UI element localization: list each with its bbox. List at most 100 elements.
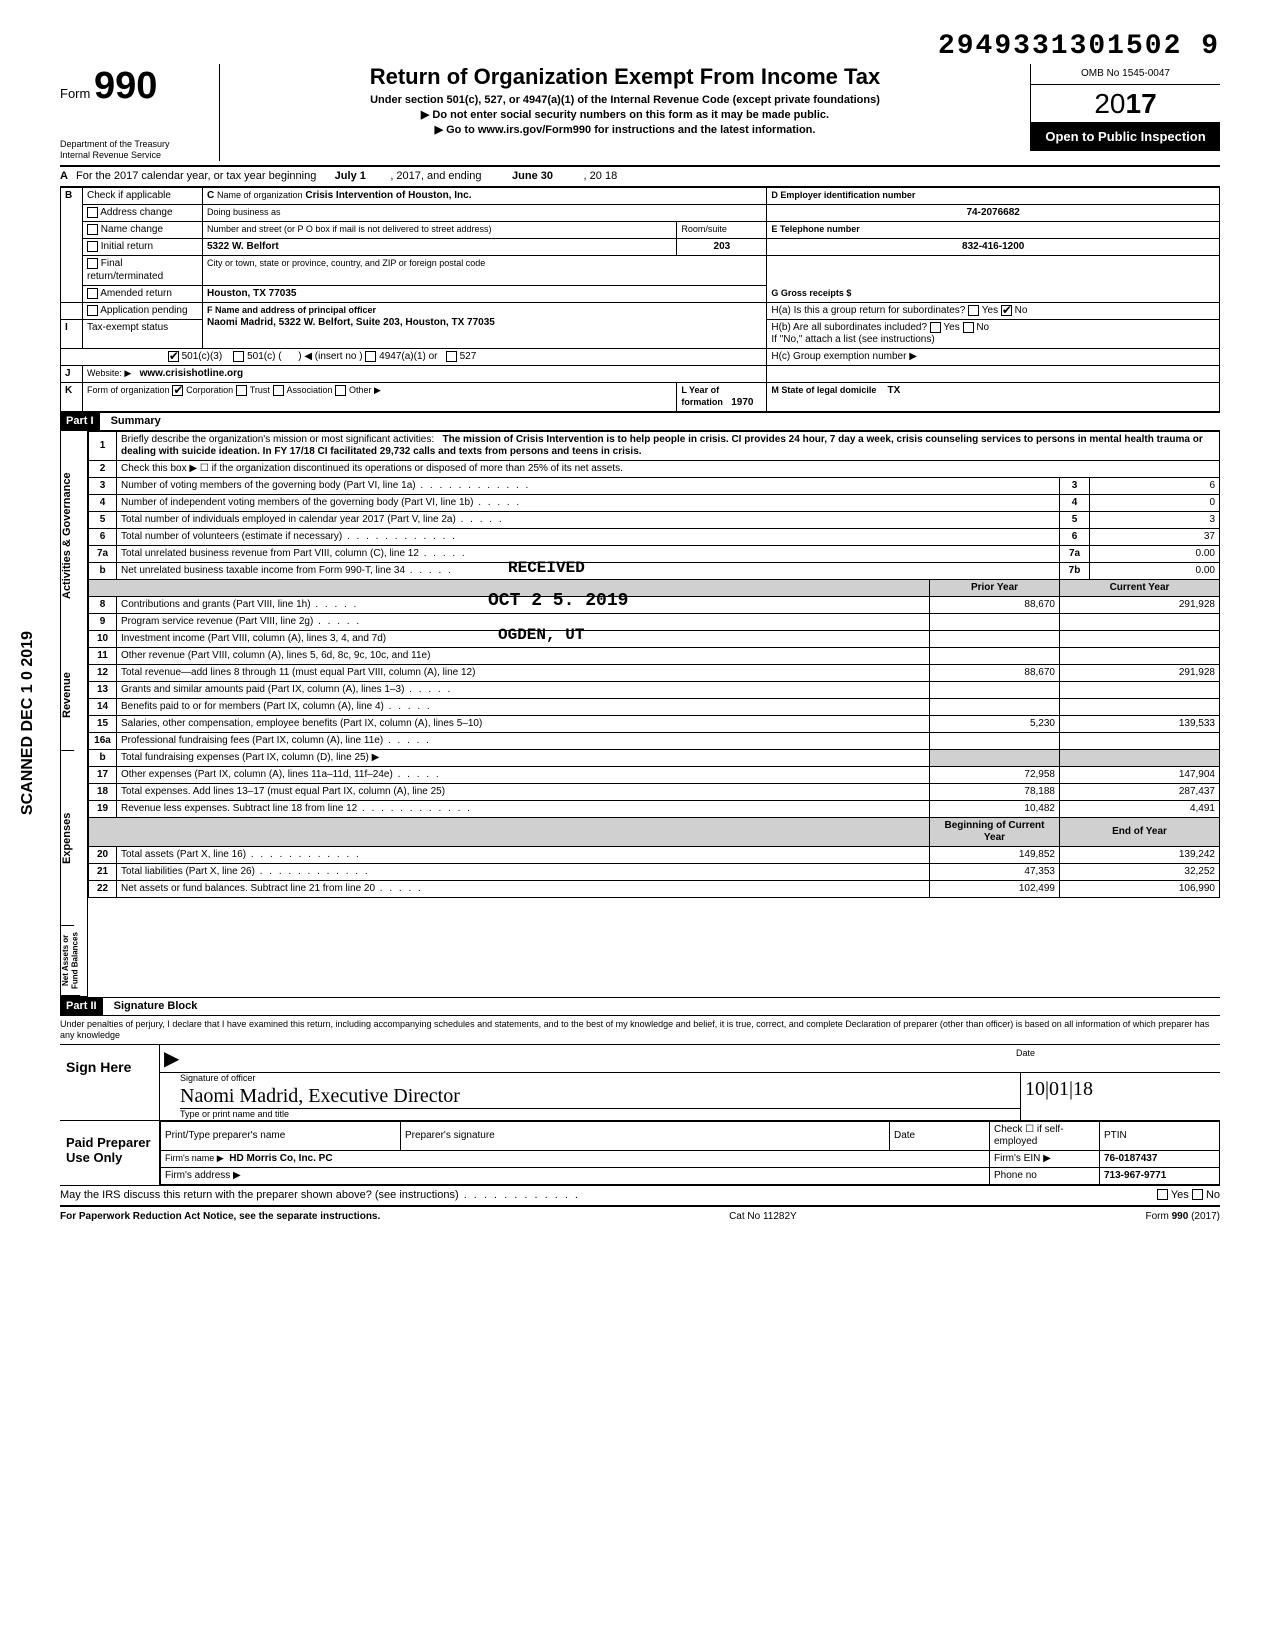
r11-n: 11 (89, 648, 117, 665)
website-value: www.crisishotline.org (140, 368, 244, 379)
firm-ein-value: 76-0187437 (1100, 1150, 1220, 1167)
r21-n: 21 (89, 864, 117, 881)
city-value: Houston, TX 77035 (203, 285, 767, 302)
footer-right: Form 990 (2017) (1146, 1211, 1220, 1223)
r10-cur (1060, 631, 1220, 648)
firm-addr-label: Firm's address ▶ (161, 1167, 990, 1184)
sig-name-label: Type or print name and title (180, 1108, 1020, 1120)
chk-name-change[interactable]: Name change (83, 222, 203, 239)
chk-application-pending[interactable]: Application pending (83, 302, 203, 319)
side-expenses: Expenses (61, 751, 74, 926)
r3-desc: Number of voting members of the governin… (117, 478, 1060, 495)
r21-prior: 47,353 (930, 864, 1060, 881)
check-if-applicable: Check if applicable (83, 187, 203, 204)
r20-cur: 139,242 (1060, 847, 1220, 864)
perjury-text: Under penalties of perjury, I declare th… (60, 1016, 1220, 1045)
r16a-n: 16a (89, 733, 117, 750)
r21-desc: Total liabilities (Part X, line 26) (117, 864, 930, 881)
r5-box: 5 (1060, 512, 1090, 529)
r20-prior: 149,852 (930, 847, 1060, 864)
side-revenue: Revenue (61, 641, 74, 751)
form-subtitle: Under section 501(c), 527, or 4947(a)(1)… (232, 94, 1018, 107)
officer-value: Naomi Madrid, 5322 W. Belfort, Suite 203… (207, 317, 495, 328)
paid-preparer-label: Paid Preparer Use Only (60, 1121, 160, 1185)
document-number: 2949331301502 9 (60, 30, 1220, 64)
r17-n: 17 (89, 767, 117, 784)
r11-prior (930, 648, 1060, 665)
label-k: K (61, 383, 83, 412)
state-domicile: M State of legal domicile TX (767, 383, 1220, 412)
r10-n: 10 (89, 631, 117, 648)
col-current: Current Year (1060, 580, 1220, 597)
r22-cur: 106,990 (1060, 881, 1220, 898)
col-prior: Prior Year (930, 580, 1060, 597)
r20-desc: Total assets (Part X, line 16) (117, 847, 930, 864)
street-value: 5322 W. Belfort (203, 239, 677, 256)
r6-desc: Total number of volunteers (estimate if … (117, 529, 1060, 546)
chk-final-return[interactable]: Final return/terminated (83, 256, 203, 285)
h-c: H(c) Group exemption number ▶ (767, 348, 1220, 365)
tax-year: 2017 (1031, 85, 1220, 124)
r9-cur (1060, 614, 1220, 631)
footer-left: For Paperwork Reduction Act Notice, see … (60, 1211, 380, 1223)
r22-desc: Net assets or fund balances. Subtract li… (117, 881, 930, 898)
website-row: Website: ▶ www.crisishotline.org (83, 366, 767, 383)
phone-value: 832-416-1200 (767, 239, 1220, 256)
r3-box: 3 (1060, 478, 1090, 495)
form-number: 990 (94, 65, 157, 107)
h-a: H(a) Is this a group return for subordin… (767, 302, 1220, 319)
r14-cur (1060, 699, 1220, 716)
r10-prior (930, 631, 1060, 648)
form-label: Form (60, 86, 90, 101)
tax-exempt-status-label: Tax-exempt status (83, 319, 203, 348)
footer-mid: Cat No 11282Y (729, 1211, 797, 1223)
r17-prior: 72,958 (930, 767, 1060, 784)
r4-box: 4 (1060, 495, 1090, 512)
room-label: Room/suite (681, 224, 727, 234)
r9-prior (930, 614, 1060, 631)
prep-col3: Date (890, 1121, 990, 1150)
label-b: B (61, 187, 83, 302)
r7a-box: 7a (1060, 546, 1090, 563)
h-b: H(b) Are all subordinates included? Yes … (767, 319, 1220, 348)
r7a-desc: Total unrelated business revenue from Pa… (117, 546, 1060, 563)
label-g: G Gross receipts $ (771, 288, 851, 298)
r15-n: 15 (89, 716, 117, 733)
r5-n: 5 (89, 512, 117, 529)
chk-amended-return[interactable]: Amended return (83, 285, 203, 302)
line-a: A For the 2017 calendar year, or tax yea… (60, 167, 1220, 187)
r6-n: 6 (89, 529, 117, 546)
r11-cur (1060, 648, 1220, 665)
label-c: C (207, 190, 217, 201)
chk-initial-return[interactable]: Initial return (83, 239, 203, 256)
footer-row: For Paperwork Reduction Act Notice, see … (60, 1207, 1220, 1223)
r13-prior (930, 682, 1060, 699)
arrow-line-2: ▶ Go to www.irs.gov/Form990 for instruct… (232, 124, 1018, 137)
label-a: A (60, 170, 76, 183)
part-i-label: Part I (60, 413, 100, 430)
part-ii-label: Part II (60, 998, 103, 1015)
r12-desc: Total revenue—add lines 8 through 11 (mu… (117, 665, 930, 682)
dept-treasury: Department of the Treasury Internal Reve… (60, 139, 211, 161)
label-e: E Telephone number (771, 224, 859, 234)
omb-number: OMB No 1545-0047 (1031, 64, 1220, 85)
room-value: 203 (677, 239, 767, 256)
r14-prior (930, 699, 1060, 716)
r22-prior: 102,499 (930, 881, 1060, 898)
city-label: City or town, state or province, country… (207, 258, 485, 268)
title-box: Return of Organization Exempt From Incom… (220, 64, 1030, 138)
discuss-row: May the IRS discuss this return with the… (60, 1186, 1220, 1207)
dba-label: Doing business as (207, 207, 281, 217)
r4-val: 0 (1090, 495, 1220, 512)
discuss-text: May the IRS discuss this return with the… (60, 1189, 580, 1202)
chk-address-change[interactable]: Address change (83, 204, 203, 221)
l2-text: Check this box ▶ ☐ if the organization d… (117, 461, 1220, 478)
sign-here-label: Sign Here (60, 1045, 160, 1120)
open-to-public: Open to Public Inspection (1031, 123, 1220, 151)
r22-n: 22 (89, 881, 117, 898)
r16a-desc: Professional fundraising fees (Part IX, … (117, 733, 930, 750)
r6-val: 37 (1090, 529, 1220, 546)
line-k-opts: Form of organization Corporation Trust A… (83, 383, 677, 412)
prep-check: Check ☐ if self-employed (990, 1121, 1100, 1150)
street-label: Number and street (or P O box if mail is… (207, 224, 491, 234)
